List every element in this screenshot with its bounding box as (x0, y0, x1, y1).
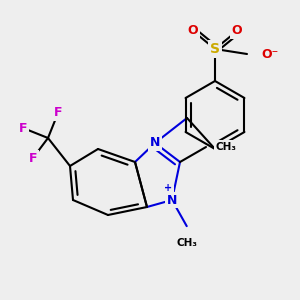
Text: O⁻: O⁻ (261, 47, 278, 61)
Text: CH₃: CH₃ (176, 238, 197, 248)
Text: CH₃: CH₃ (216, 142, 237, 152)
Text: F: F (19, 122, 27, 134)
Text: N: N (167, 194, 177, 206)
Text: O: O (232, 25, 242, 38)
Text: F: F (29, 152, 37, 164)
Text: N: N (150, 136, 160, 149)
Text: F: F (54, 106, 62, 119)
Text: O: O (188, 25, 198, 38)
Text: S: S (210, 42, 220, 56)
Text: +: + (164, 183, 172, 193)
